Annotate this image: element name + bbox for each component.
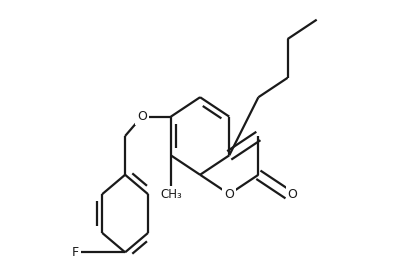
Text: O: O	[137, 110, 147, 123]
Text: O: O	[287, 188, 297, 201]
Text: F: F	[72, 246, 79, 259]
Text: CH₃: CH₃	[160, 188, 182, 201]
Text: O: O	[224, 188, 234, 201]
